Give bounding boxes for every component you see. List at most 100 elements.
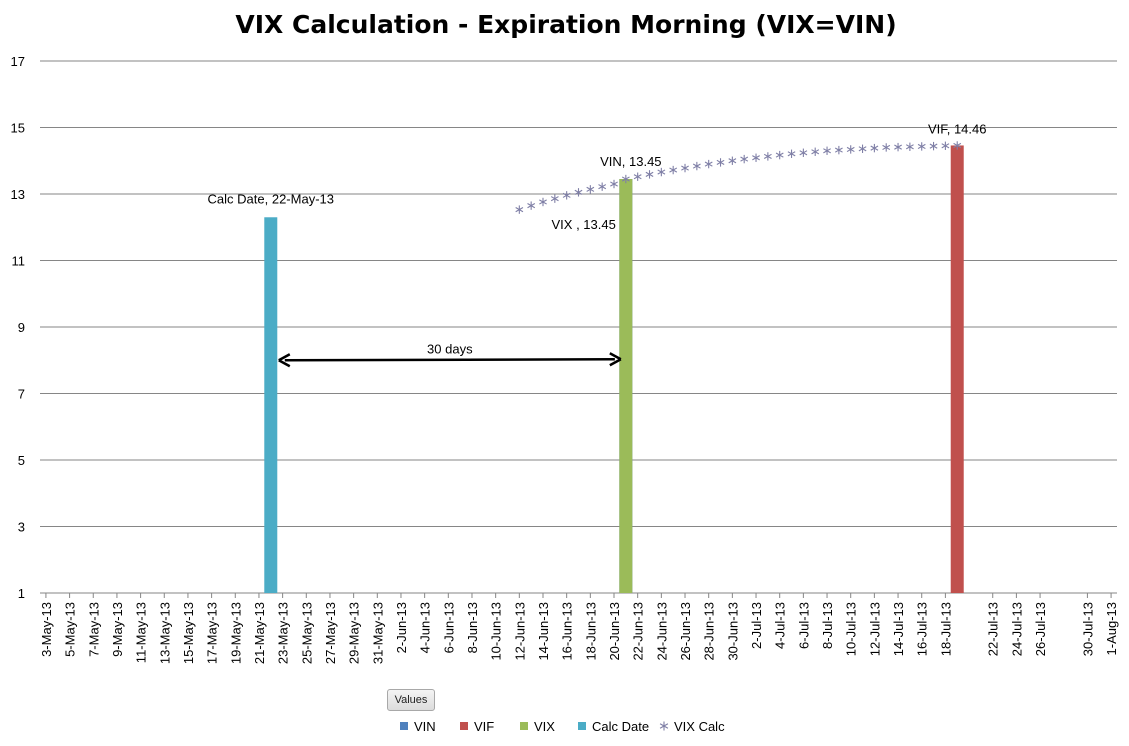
vix-calc-point [645,170,654,179]
vix-calc-point [787,149,796,158]
legend-label: VIX [534,719,555,734]
x-tick-label: 29-May-13 [347,602,362,664]
x-tick-label: 14-Jun-13 [536,602,551,661]
x-tick-label: 8-Jun-13 [465,602,480,653]
vix-calc-point [527,201,536,210]
vix-calc-point [846,145,855,154]
x-tick-label: 20-Jun-13 [607,602,622,661]
x-tick-label: 7-May-13 [86,602,101,657]
y-tick-label: 9 [18,320,25,335]
x-tick-label: 5-May-13 [63,602,78,657]
vix-calc-point [917,142,926,151]
legend-label: VIF [474,719,494,734]
arrow-head-left [278,353,291,368]
vix-calc-point [716,158,725,167]
x-tick-label: 3-May-13 [39,602,54,657]
vix-calc-point [598,182,607,191]
x-tick-label: 8-Jul-13 [820,602,835,649]
vix-calc-point [562,191,571,200]
vix-calc-point [882,143,891,152]
x-tick-label: 24-Jun-13 [654,602,669,661]
legend-label: VIN [414,719,436,734]
y-tick-label: 13 [11,187,25,202]
chart-title: VIX Calculation - Expiration Morning (VI… [235,10,896,39]
x-tick-label: 26-Jul-13 [1033,602,1048,656]
x-tick-label: 22-Jul-13 [986,602,1001,656]
x-tick-label: 25-May-13 [299,602,314,664]
vix-calc-point [834,145,843,155]
x-tick-label: 10-Jun-13 [489,602,504,661]
legend-swatch [460,722,468,730]
vix-calc-point [799,148,808,157]
legend-swatch [578,722,586,730]
x-tick-label: 18-Jun-13 [583,602,598,661]
x-tick-label: 21-May-13 [252,602,267,664]
data-label: VIF, 14.46 [928,121,987,136]
x-tick-label: 4-Jun-13 [418,602,433,653]
x-tick-label: 6-Jun-13 [441,602,456,653]
y-tick-label: 5 [18,453,25,468]
x-tick-label: 26-Jun-13 [678,602,693,661]
x-tick-label: 18-Jul-13 [938,602,953,656]
x-tick-label: 14-Jul-13 [891,602,906,656]
x-axis: 3-May-13 5-May-13 7-May-13 9-May-13 11-May-1… [39,593,1119,664]
vix-calc-point [905,142,914,151]
vix-calc-point [586,185,595,194]
x-tick-label: 12-Jul-13 [867,602,882,656]
bar-vix [619,179,633,593]
x-tick-label: 6-Jul-13 [796,602,811,649]
bar-vif [950,145,964,593]
vix-calc-point [953,141,962,150]
arrow-head-right [609,352,622,367]
y-tick-label: 15 [11,121,25,136]
gridlines [40,60,1117,594]
vix-calc-point [775,150,784,160]
legend-label: Calc Date [592,719,649,734]
vix-calc-point [681,163,689,173]
x-tick-label: 16-Jun-13 [560,602,575,661]
vix-calc-point [550,194,559,203]
legend-swatch [659,721,669,731]
vix-calc-point [692,161,701,171]
data-label: Calc Date, 22-May-13 [208,191,334,206]
day-span-annotation: 30 days [278,341,622,368]
legend: VIN VIF VIX Calc Date VIX Calc [400,719,725,734]
x-tick-label: 1-Aug-13 [1104,602,1119,655]
x-tick-label: 2-Jun-13 [394,602,409,653]
x-tick-label: 17-May-13 [205,602,220,664]
vix-calc-point [752,153,760,162]
x-tick-label: 27-May-13 [323,602,338,664]
y-tick-label: 17 [11,54,25,69]
vix-calc-point [633,172,642,181]
x-tick-label: 4-Jul-13 [773,602,788,649]
vix-calc-series [515,141,962,214]
vix-calc-point [574,188,583,197]
vix-calc-point [894,142,902,152]
x-tick-label: 10-Jul-13 [844,602,859,656]
bar-calc-date [264,217,278,593]
data-label: VIX , 13.45 [552,217,616,232]
vix-calc-point [870,143,879,153]
vix-calc-point [823,146,831,155]
vix-calc-point [621,174,630,184]
vix-calc-point [728,156,737,165]
x-tick-label: 12-Jun-13 [512,602,527,661]
legend-swatch [400,722,408,730]
annotation-arrow [284,358,615,362]
vix-calc-point [657,167,666,177]
annotation-label: 30 days [427,341,473,356]
x-tick-label: 31-May-13 [370,602,385,664]
vix-calc-point [763,152,772,161]
vix-calc-point [704,159,713,169]
x-tick-label: 16-Jul-13 [915,602,930,656]
values-field-button[interactable]: Values [387,689,435,711]
vix-calc-point [610,179,618,189]
legend-label: VIX Calc [674,719,725,734]
x-tick-label: 24-Jul-13 [1009,602,1024,656]
x-tick-label: 30-Jul-13 [1080,602,1095,656]
bars [264,145,964,593]
vix-calc-point [811,147,820,156]
x-tick-label: 15-May-13 [181,602,196,664]
